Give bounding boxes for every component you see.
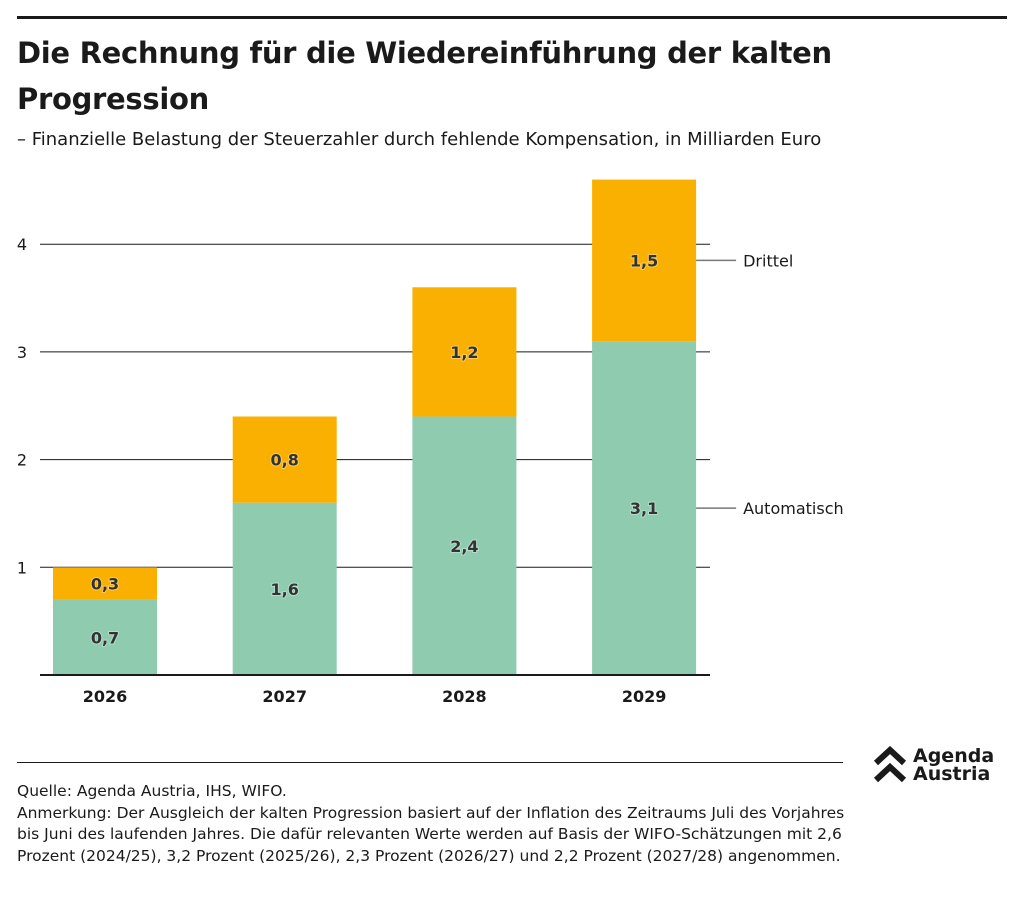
bar-drittel-2026 [53, 567, 157, 600]
x-tick-label: 2028 [442, 687, 487, 706]
bar-automatisch-2029 [592, 341, 697, 675]
bar-automatisch-2026 [53, 599, 157, 675]
data-label: 0,3 [91, 574, 119, 593]
bar-automatisch-2027 [232, 502, 337, 675]
x-tick-label: 2029 [622, 687, 667, 706]
data-label: 1,2 [450, 343, 478, 362]
bar-drittel-2028 [412, 287, 517, 417]
bar-drittel-2029 [592, 179, 697, 342]
data-label: 1,5 [630, 251, 658, 270]
data-label: 2,4 [450, 537, 478, 556]
chart-subtitle: – Finanzielle Belastung der Steuerzahler… [17, 129, 822, 150]
notes: Quelle: Agenda Austria, IHS, WIFO. Anmer… [17, 781, 847, 867]
legend-label-drittel: Drittel [743, 251, 793, 270]
chart-title: Die Rechnung für die Wiedereinführung de… [17, 36, 832, 116]
double-chevron-up-icon [873, 746, 907, 783]
x-tick-label: 2026 [83, 687, 128, 706]
note-text: Anmerkung: Der Ausgleich der kalten Prog… [17, 803, 845, 865]
data-label: 1,6 [271, 580, 299, 599]
logo-line1: Agenda [913, 745, 995, 767]
logo-line2: Austria [913, 763, 991, 785]
data-label: 0,7 [91, 628, 119, 647]
agenda-austria-logo: Agenda Austria [873, 746, 994, 784]
y-tick-label: 3 [17, 343, 27, 362]
y-tick-label: 2 [17, 451, 27, 470]
bottom-rule [17, 762, 843, 763]
bar-automatisch-2028 [412, 416, 517, 675]
data-label: 3,1 [630, 499, 658, 518]
data-label: 0,8 [271, 451, 299, 470]
top-rule [17, 16, 1007, 19]
legend-label-automatisch: Automatisch [743, 499, 844, 518]
y-tick-label: 1 [17, 558, 27, 577]
source-text: Quelle: Agenda Austria, IHS, WIFO. [17, 782, 287, 800]
x-tick-label: 2027 [262, 687, 307, 706]
y-tick-label: 4 [17, 235, 27, 254]
bar-drittel-2027 [232, 416, 337, 503]
